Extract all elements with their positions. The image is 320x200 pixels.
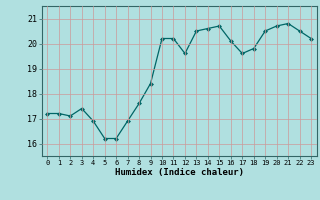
X-axis label: Humidex (Indice chaleur): Humidex (Indice chaleur) [115, 168, 244, 177]
